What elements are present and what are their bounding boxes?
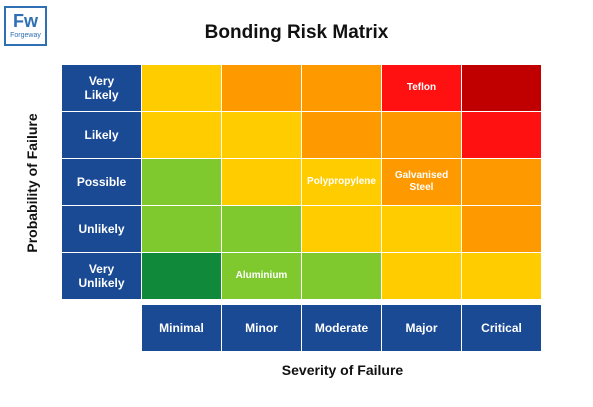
probability-label: Very Likely: [62, 65, 141, 111]
risk-cell: [462, 253, 541, 299]
risk-cell: [142, 112, 221, 158]
risk-cell: [142, 65, 221, 111]
risk-cell: [302, 112, 381, 158]
severity-label: Critical: [462, 305, 541, 351]
risk-cell: [382, 206, 461, 252]
risk-cell: [302, 65, 381, 111]
y-axis-label: Probability of Failure: [24, 113, 40, 253]
logo-mark: Fw: [13, 11, 38, 31]
risk-cell: [142, 159, 221, 205]
x-axis-label: Severity of Failure: [281, 362, 404, 378]
risk-cell: [142, 253, 221, 299]
risk-cell: [462, 159, 541, 205]
severity-label: Minor: [222, 305, 301, 351]
probability-label: Possible: [62, 159, 141, 205]
risk-cell: [142, 206, 221, 252]
severity-label: Major: [382, 305, 461, 351]
risk-cell: [222, 112, 301, 158]
probability-label: Unlikely: [62, 206, 141, 252]
risk-cell: [222, 159, 301, 205]
probability-label: Very Unlikely: [62, 253, 141, 299]
risk-cell: [302, 253, 381, 299]
risk-cell: [382, 253, 461, 299]
risk-cell: Polypropylene: [302, 159, 381, 205]
severity-label: Moderate: [302, 305, 381, 351]
risk-cell: [382, 112, 461, 158]
probability-label: Likely: [62, 112, 141, 158]
risk-cell: Galvanised Steel: [382, 159, 461, 205]
risk-cell: [302, 206, 381, 252]
risk-cell: Teflon: [382, 65, 461, 111]
forgeway-logo: Fw Forgeway: [4, 6, 47, 46]
risk-cell: [222, 65, 301, 111]
risk-cell: Aluminium: [222, 253, 301, 299]
risk-cell: [462, 206, 541, 252]
severity-label: Minimal: [142, 305, 221, 351]
page-title: Bonding Risk Matrix: [204, 22, 389, 43]
risk-cell: [462, 112, 541, 158]
logo-name: Forgeway: [10, 32, 41, 39]
risk-cell: [462, 65, 541, 111]
risk-cell: [222, 206, 301, 252]
